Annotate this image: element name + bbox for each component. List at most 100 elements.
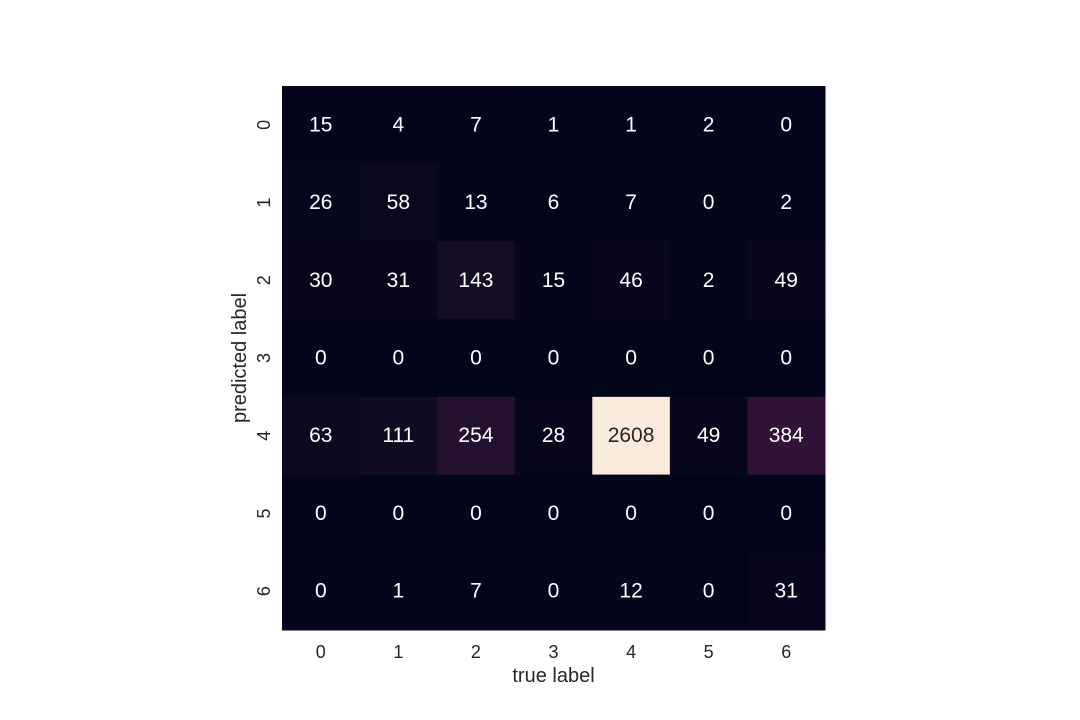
cell-value-0-0: 15 <box>309 113 332 136</box>
cell-value-2-6: 49 <box>775 269 798 292</box>
heatmap-cell-5-1 <box>359 474 438 553</box>
heatmap-cell-5-3 <box>514 474 593 553</box>
heatmap-cell-3-5 <box>669 319 748 398</box>
heatmap-cell-5-5 <box>669 474 748 553</box>
y-tick-label-1: 1 <box>254 198 274 208</box>
heatmap-cell-5-4 <box>592 474 671 553</box>
cell-value-3-1: 0 <box>393 347 405 370</box>
heatmap-cell-6-1 <box>359 552 438 631</box>
heatmap-cell-3-4 <box>592 319 671 398</box>
heatmap-cell-4-2 <box>437 396 516 476</box>
heatmap-cell-4-1 <box>359 396 438 476</box>
cell-value-4-0: 63 <box>309 424 332 447</box>
heatmap-cell-1-6 <box>747 163 826 242</box>
heatmap-cell-2-2 <box>437 241 516 320</box>
heatmap-cell-2-5 <box>669 241 748 320</box>
cell-value-0-1: 4 <box>393 113 405 136</box>
x-tick-labels: 0 1 2 3 4 5 6 <box>316 642 791 662</box>
heatmap-cell-0-1 <box>359 86 438 165</box>
x-axis-label: true label <box>512 665 594 687</box>
heatmap-cell-2-1 <box>359 241 438 320</box>
x-tick-label-0: 0 <box>316 642 326 662</box>
heatmap-cell-2-3 <box>514 241 593 320</box>
y-tick-label-2: 2 <box>254 275 274 285</box>
heatmap-cell-3-2 <box>437 319 516 398</box>
cell-value-2-2: 143 <box>458 269 493 292</box>
cell-value-6-5: 0 <box>703 580 715 603</box>
y-tick-label-6: 6 <box>254 586 274 596</box>
heatmap-cell-3-0 <box>282 319 361 398</box>
cell-value-0-5: 2 <box>703 113 715 136</box>
cell-value-6-2: 7 <box>470 580 482 603</box>
cell-value-3-2: 0 <box>470 347 482 370</box>
heatmap-cell-1-3 <box>514 163 593 242</box>
y-axis-label: predicted label <box>229 293 251 423</box>
cell-value-4-3: 28 <box>542 424 565 447</box>
heatmap-cell-4-4 <box>592 396 671 476</box>
y-tick-label-5: 5 <box>254 508 274 518</box>
heatmap-cell-6-4 <box>592 552 671 631</box>
cell-value-4-6: 384 <box>769 424 804 447</box>
cell-value-0-6: 0 <box>780 113 792 136</box>
x-tick-label-1: 1 <box>393 642 403 662</box>
cell-value-0-3: 1 <box>548 113 560 136</box>
heatmap-cell-2-0 <box>282 241 361 320</box>
heatmap-cell-5-2 <box>437 474 516 553</box>
cell-value-1-0: 26 <box>309 191 332 214</box>
cell-value-1-5: 0 <box>703 191 715 214</box>
cell-value-6-1: 1 <box>393 580 405 603</box>
heatmap-cell-1-0 <box>282 163 361 242</box>
cell-value-0-2: 7 <box>470 113 482 136</box>
cell-value-2-4: 46 <box>619 269 642 292</box>
cell-value-4-4: 2608 <box>608 424 655 447</box>
heatmap-cell-1-4 <box>592 163 671 242</box>
cell-value-0-4: 1 <box>625 113 637 136</box>
heatmap-cell-1-2 <box>437 163 516 242</box>
x-tick-label-5: 5 <box>704 642 714 662</box>
x-tick-label-6: 6 <box>781 642 791 662</box>
cell-value-2-5: 2 <box>703 269 715 292</box>
cell-value-6-0: 0 <box>315 580 327 603</box>
cell-value-5-0: 0 <box>315 502 327 525</box>
heatmap-cell-0-3 <box>514 86 593 165</box>
heatmap-cell-3-3 <box>514 319 593 398</box>
cell-value-6-4: 12 <box>619 580 642 603</box>
cell-value-1-6: 2 <box>780 191 792 214</box>
heatmap-cell-6-6 <box>747 552 826 631</box>
heatmap-cell-6-0 <box>282 552 361 631</box>
cell-value-4-1: 111 <box>382 424 414 447</box>
cell-value-3-5: 0 <box>703 347 715 370</box>
cell-value-5-6: 0 <box>780 502 792 525</box>
heatmap-cell-1-1 <box>359 163 438 242</box>
heatmap-cell-5-0 <box>282 474 361 553</box>
y-tick-labels: 0 1 2 3 4 5 6 <box>254 120 274 596</box>
heatmap-cell-6-2 <box>437 552 516 631</box>
cell-value-3-3: 0 <box>548 347 560 370</box>
heatmap-cell-2-6 <box>747 241 826 320</box>
y-tick-label-3: 3 <box>254 353 274 363</box>
cell-value-2-1: 31 <box>387 269 410 292</box>
heatmap-cell-4-3 <box>514 396 593 476</box>
heatmap-cell-4-6 <box>747 396 826 476</box>
cell-value-1-3: 6 <box>548 191 560 214</box>
heatmap-cell-6-3 <box>514 552 593 631</box>
y-tick-label-4: 4 <box>254 431 274 441</box>
heatmap-cell-1-5 <box>669 163 748 242</box>
cell-value-6-6: 31 <box>775 580 798 603</box>
cell-value-4-2: 254 <box>458 424 493 447</box>
cell-value-3-6: 0 <box>780 347 792 370</box>
cell-value-1-2: 13 <box>464 191 487 214</box>
x-tick-label-2: 2 <box>471 642 481 662</box>
cell-value-1-4: 7 <box>625 191 637 214</box>
cell-value-1-1: 58 <box>387 191 410 214</box>
x-tick-label-4: 4 <box>626 642 636 662</box>
heatmap-cell-4-5 <box>669 396 748 476</box>
cell-value-5-4: 0 <box>625 502 637 525</box>
heatmap-cell-3-1 <box>359 319 438 398</box>
heatmap-cell-5-6 <box>747 474 826 553</box>
heatmap-cell-6-5 <box>669 552 748 631</box>
cell-value-2-0: 30 <box>309 269 332 292</box>
heatmap-cell-3-6 <box>747 319 826 398</box>
cell-value-5-1: 0 <box>393 502 405 525</box>
